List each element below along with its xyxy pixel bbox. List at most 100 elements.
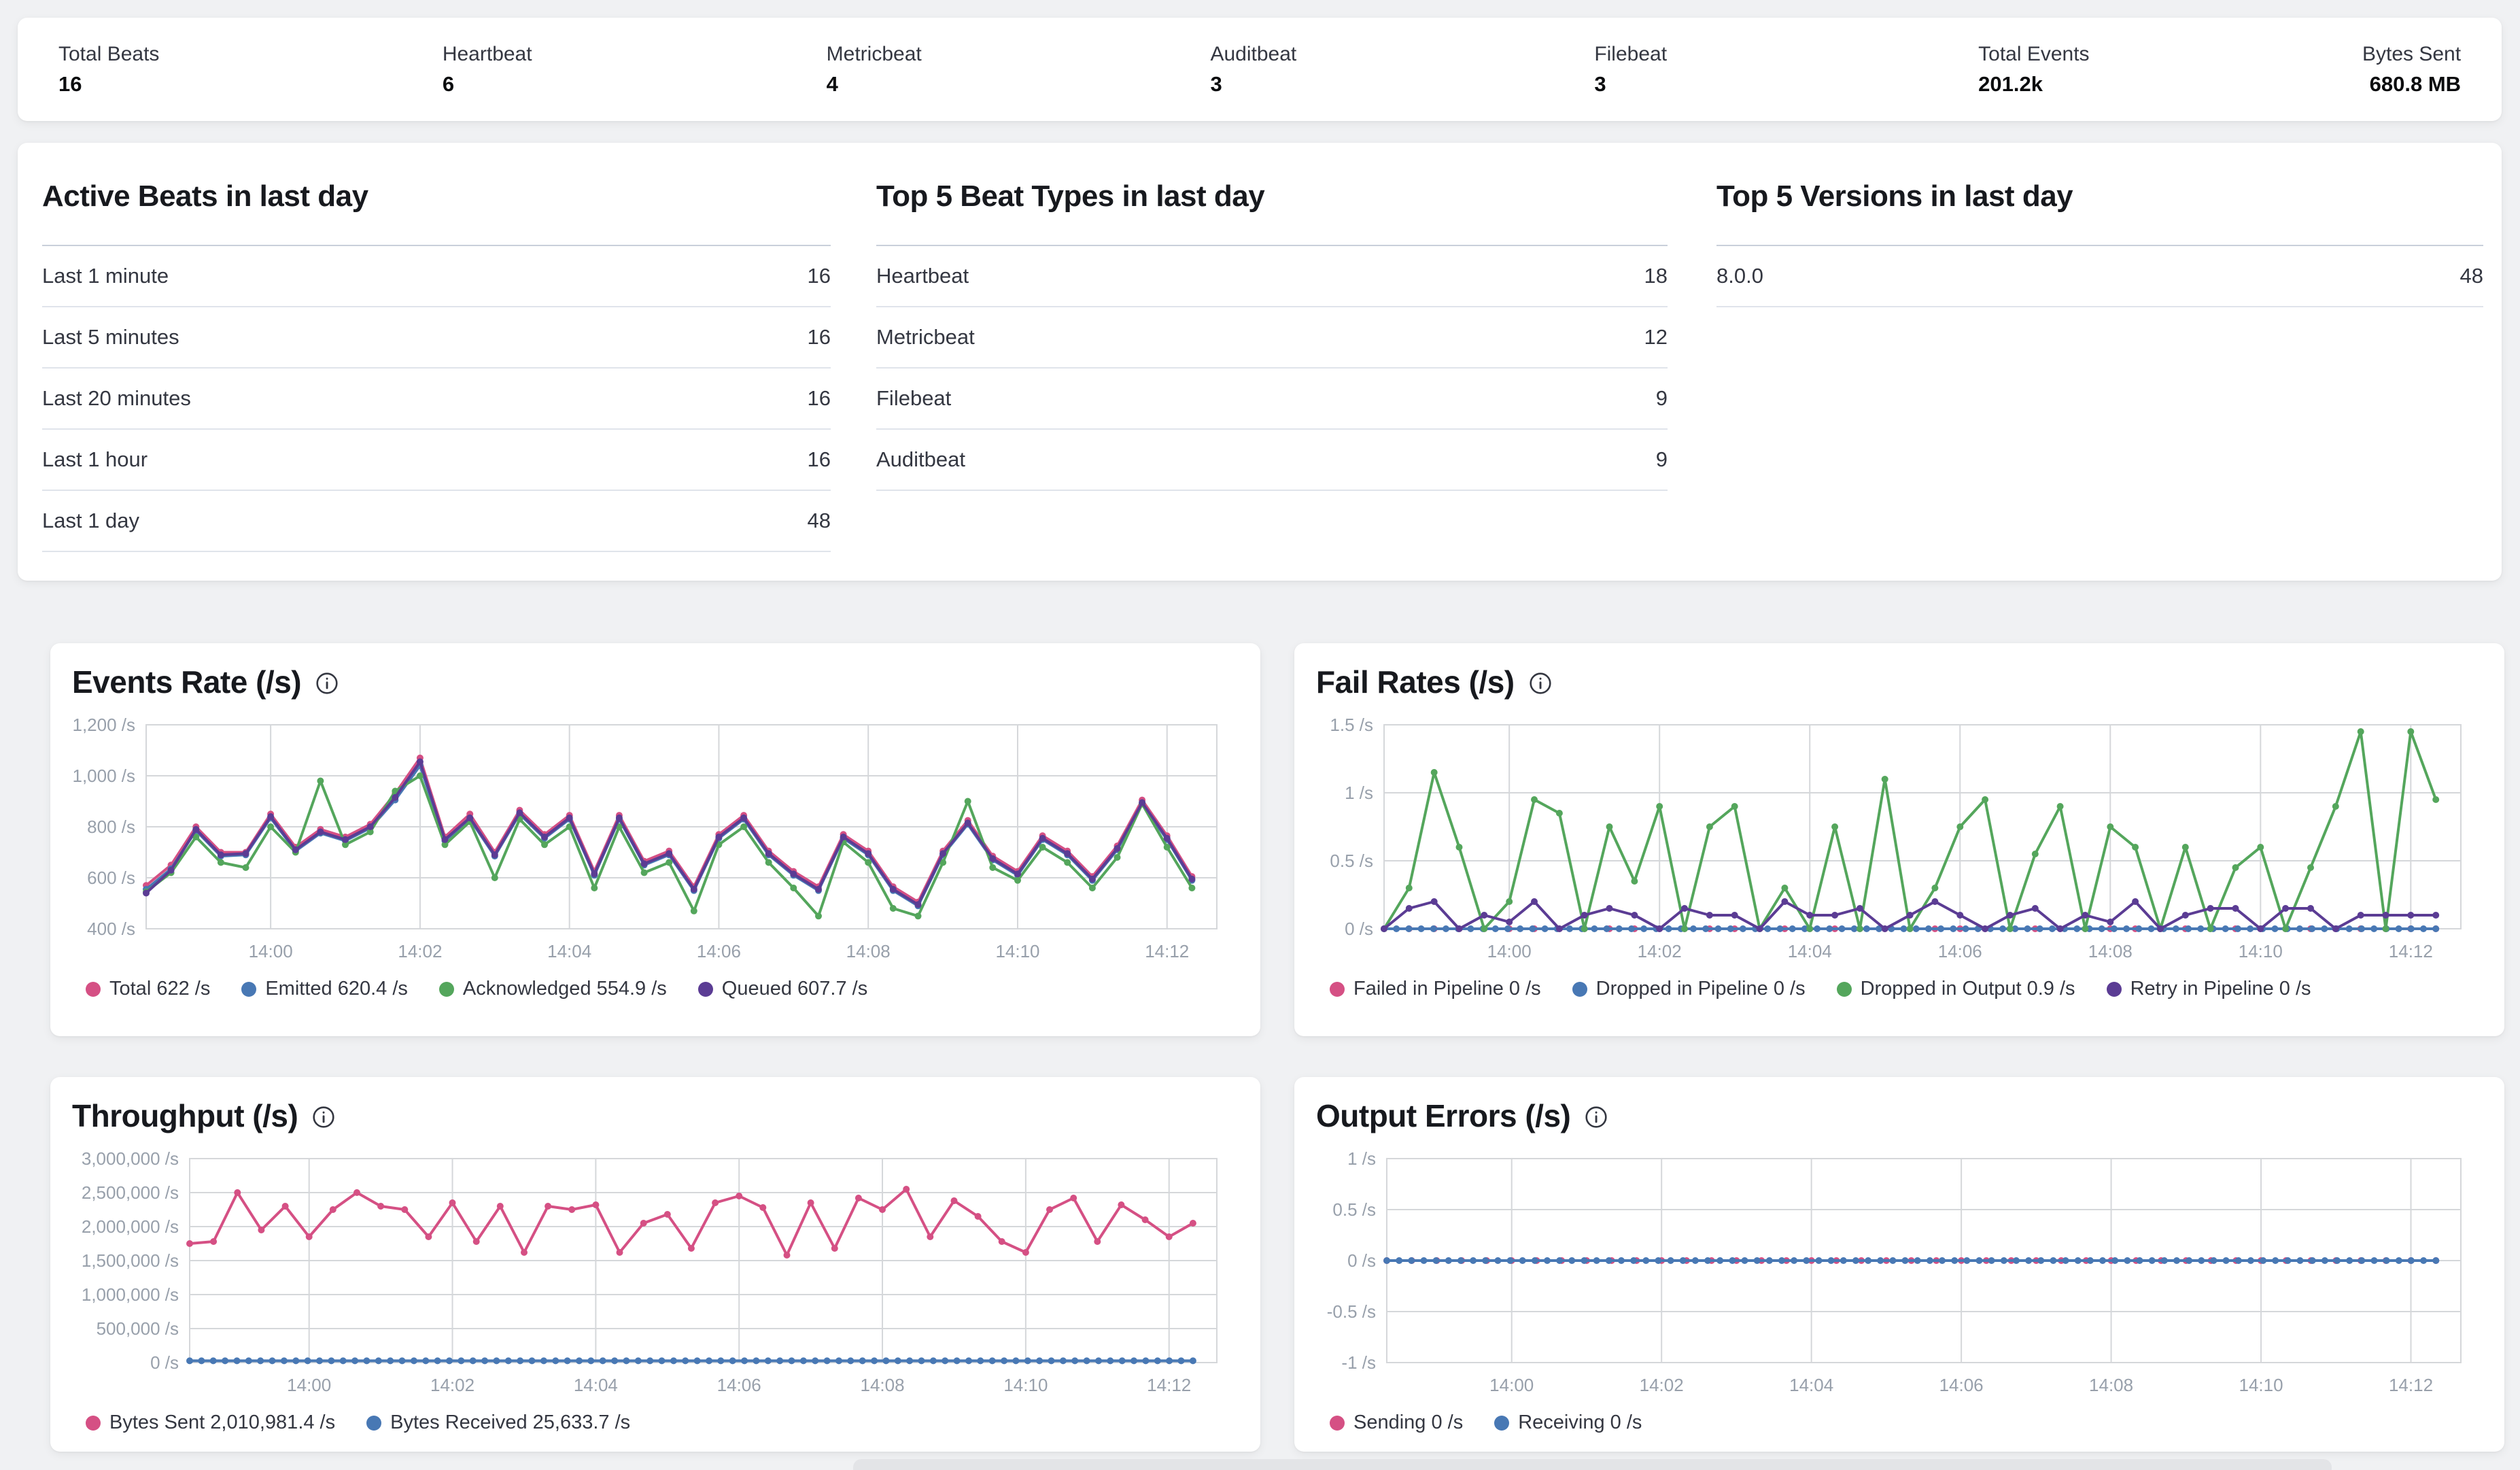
row-label: Last 5 minutes bbox=[42, 325, 179, 349]
table-row: Filebeat 9 bbox=[876, 369, 1668, 430]
svg-text:0.5 /s: 0.5 /s bbox=[1332, 1199, 1376, 1220]
output-errors-panel: Output Errors (/s) 1 /s 0.5 /s 0 /s -0.5 /s… bbox=[1294, 1077, 2504, 1452]
legend-dot bbox=[1330, 981, 1345, 997]
stat-filebeat: Filebeat 3 bbox=[1594, 43, 1978, 97]
legend-item-bytes-sent[interactable]: Bytes Sent 2,010,981.4 /s bbox=[86, 1412, 335, 1434]
table-rows: Last 1 minute 16 Last 5 minutes 16 Last 20 m… bbox=[42, 245, 831, 552]
svg-text:0 /s: 0 /s bbox=[1347, 1250, 1376, 1271]
svg-text:0.5 /s: 0.5 /s bbox=[1330, 851, 1373, 871]
throughput-chart-plot[interactable]: 3,000,000 /s 2,500,000 /s 2,000,000 /s 1,50… bbox=[64, 1142, 1247, 1401]
throughput-legend: Bytes Sent 2,010,981.4 /s Bytes Received … bbox=[86, 1412, 1260, 1434]
table-block: Top 5 Versions in last day 8.0.0 48 bbox=[1716, 180, 2483, 307]
fail-rates-legend: Failed in Pipeline 0 /s Dropped in Pipeli… bbox=[1330, 978, 2504, 1000]
table-block: Active Beats in last day Last 1 minute 16 L… bbox=[42, 180, 831, 552]
table-row: Metricbeat 12 bbox=[876, 307, 1668, 369]
row-value: 48 bbox=[807, 509, 831, 532]
legend-item-receiving[interactable]: Receiving 0 /s bbox=[1494, 1412, 1642, 1434]
svg-text:1 /s: 1 /s bbox=[1345, 783, 1373, 803]
info-icon[interactable] bbox=[315, 671, 339, 696]
legend-item-emitted[interactable]: Emitted 620.4 /s bbox=[241, 978, 408, 1000]
svg-text:-1 /s: -1 /s bbox=[1341, 1352, 1376, 1373]
svg-text:14:10: 14:10 bbox=[995, 941, 1039, 961]
svg-text:14:02: 14:02 bbox=[398, 941, 442, 961]
fail-rates-chart-plot[interactable]: 1.5 /s 1 /s 0.5 /s 0 /s 14:00 14:02 14:04 14:06… bbox=[1308, 708, 2491, 967]
stat-label: Filebeat bbox=[1594, 42, 1668, 65]
table-row: Last 5 minutes 16 bbox=[42, 307, 831, 369]
legend-item-retry-in-pipeline[interactable]: Retry in Pipeline 0 /s bbox=[2106, 978, 2311, 1000]
row-label: Last 1 minute bbox=[42, 264, 169, 288]
row-value: 12 bbox=[1644, 325, 1668, 349]
svg-text:14:06: 14:06 bbox=[717, 1375, 761, 1395]
svg-text:14:02: 14:02 bbox=[1640, 1375, 1684, 1395]
stat-label: Auditbeat bbox=[1210, 42, 1297, 65]
next-panel-hint bbox=[853, 1459, 2332, 1470]
fail-rates-panel: Fail Rates (/s) 1.5 /s 1 /s 0.5 /s 0 /s 14:0… bbox=[1294, 643, 2504, 1036]
legend-item-total[interactable]: Total 622 /s bbox=[86, 978, 210, 1000]
stat-label: Heartbeat bbox=[442, 42, 532, 65]
legend-item-dropped-in-output[interactable]: Dropped in Output 0.9 /s bbox=[1836, 978, 2075, 1000]
row-label: Heartbeat bbox=[876, 264, 969, 288]
legend-item-acknowledged[interactable]: Acknowledged 554.9 /s bbox=[438, 978, 667, 1000]
legend-item-sending[interactable]: Sending 0 /s bbox=[1330, 1412, 1463, 1434]
legend-item-queued[interactable]: Queued 607.7 /s bbox=[697, 978, 867, 1000]
svg-text:14:02: 14:02 bbox=[430, 1375, 474, 1395]
svg-text:14:02: 14:02 bbox=[1638, 941, 1682, 961]
stat-heartbeat: Heartbeat 6 bbox=[443, 43, 827, 97]
stat-value: 3 bbox=[1594, 71, 1606, 96]
svg-text:14:00: 14:00 bbox=[1489, 1375, 1534, 1395]
row-label: Last 1 day bbox=[42, 509, 140, 532]
legend-label: Emitted 620.4 /s bbox=[265, 978, 408, 999]
row-value: 16 bbox=[807, 264, 831, 288]
row-value: 9 bbox=[1655, 447, 1668, 471]
table-row: Last 1 minute 16 bbox=[42, 246, 831, 307]
row-label: Auditbeat bbox=[876, 447, 965, 471]
stat-label: Bytes Sent bbox=[2362, 42, 2462, 65]
row-value: 9 bbox=[1655, 386, 1668, 410]
table-row: Last 1 day 48 bbox=[42, 491, 831, 552]
table-row: Last 20 minutes 16 bbox=[42, 369, 831, 430]
stat-metricbeat: Metricbeat 4 bbox=[827, 43, 1211, 97]
legend-item-dropped-in-pipeline[interactable]: Dropped in Pipeline 0 /s bbox=[1572, 978, 1806, 1000]
svg-text:14:06: 14:06 bbox=[1939, 1375, 1984, 1395]
legend-dot bbox=[241, 981, 257, 997]
legend-dot bbox=[366, 1415, 382, 1431]
svg-text:1,000 /s: 1,000 /s bbox=[72, 766, 135, 786]
svg-text:0 /s: 0 /s bbox=[1345, 919, 1373, 939]
legend-item-failed-in-pipeline[interactable]: Failed in Pipeline 0 /s bbox=[1330, 978, 1541, 1000]
svg-text:14:10: 14:10 bbox=[2239, 1375, 2283, 1395]
legend-dot bbox=[1494, 1415, 1510, 1431]
legend-dot bbox=[2106, 981, 2122, 997]
row-value: 18 bbox=[1644, 264, 1668, 288]
legend-label: Bytes Sent 2,010,981.4 /s bbox=[109, 1412, 336, 1433]
svg-text:14:10: 14:10 bbox=[2239, 941, 2283, 961]
table-rows: Heartbeat 18 Metricbeat 12 Filebeat 9 Auditbea… bbox=[876, 245, 1668, 491]
table-block: Top 5 Beat Types in last day Heartbeat 18 M… bbox=[876, 180, 1668, 491]
stat-total-events: Total Events 201.2k bbox=[1978, 43, 2362, 97]
stat-value: 680.8 MB bbox=[2369, 71, 2462, 96]
stats-bar: Total Beats 16 Heartbeat 6 Metricbeat 4 Auditb… bbox=[18, 18, 2502, 121]
info-icon[interactable] bbox=[1584, 1105, 1608, 1129]
svg-text:2,000,000 /s: 2,000,000 /s bbox=[82, 1216, 179, 1237]
info-icon[interactable] bbox=[311, 1105, 336, 1129]
row-label: Last 1 hour bbox=[42, 447, 148, 471]
row-value: 48 bbox=[2459, 264, 2483, 288]
svg-text:14:00: 14:00 bbox=[1487, 941, 1532, 961]
legend-item-bytes-received[interactable]: Bytes Received 25,633.7 /s bbox=[366, 1412, 630, 1434]
legend-dot bbox=[438, 981, 454, 997]
legend-label: Total 622 /s bbox=[109, 978, 211, 999]
legend-label: Bytes Received 25,633.7 /s bbox=[390, 1412, 631, 1433]
events-rate-chart-plot[interactable]: 1,200 /s 1,000 /s 800 /s 600 /s 400 /s 14:00 1… bbox=[64, 708, 1247, 967]
svg-text:14:08: 14:08 bbox=[861, 1375, 905, 1395]
table-row: Heartbeat 18 bbox=[876, 246, 1668, 307]
stat-value: 201.2k bbox=[1978, 71, 2043, 96]
fail-rates-title: Fail Rates (/s) bbox=[1316, 664, 1515, 700]
table-title: Top 5 Versions in last day bbox=[1716, 180, 2073, 213]
svg-text:1 /s: 1 /s bbox=[1347, 1148, 1376, 1169]
svg-text:14:04: 14:04 bbox=[574, 1375, 618, 1395]
svg-text:-0.5 /s: -0.5 /s bbox=[1327, 1301, 1376, 1322]
table-title: Active Beats in last day bbox=[42, 180, 368, 213]
output-errors-chart-plot[interactable]: 1 /s 0.5 /s 0 /s -0.5 /s -1 /s 14:00 14:02 14:0… bbox=[1308, 1142, 2491, 1401]
info-icon[interactable] bbox=[1528, 671, 1553, 696]
svg-text:800 /s: 800 /s bbox=[87, 817, 135, 837]
